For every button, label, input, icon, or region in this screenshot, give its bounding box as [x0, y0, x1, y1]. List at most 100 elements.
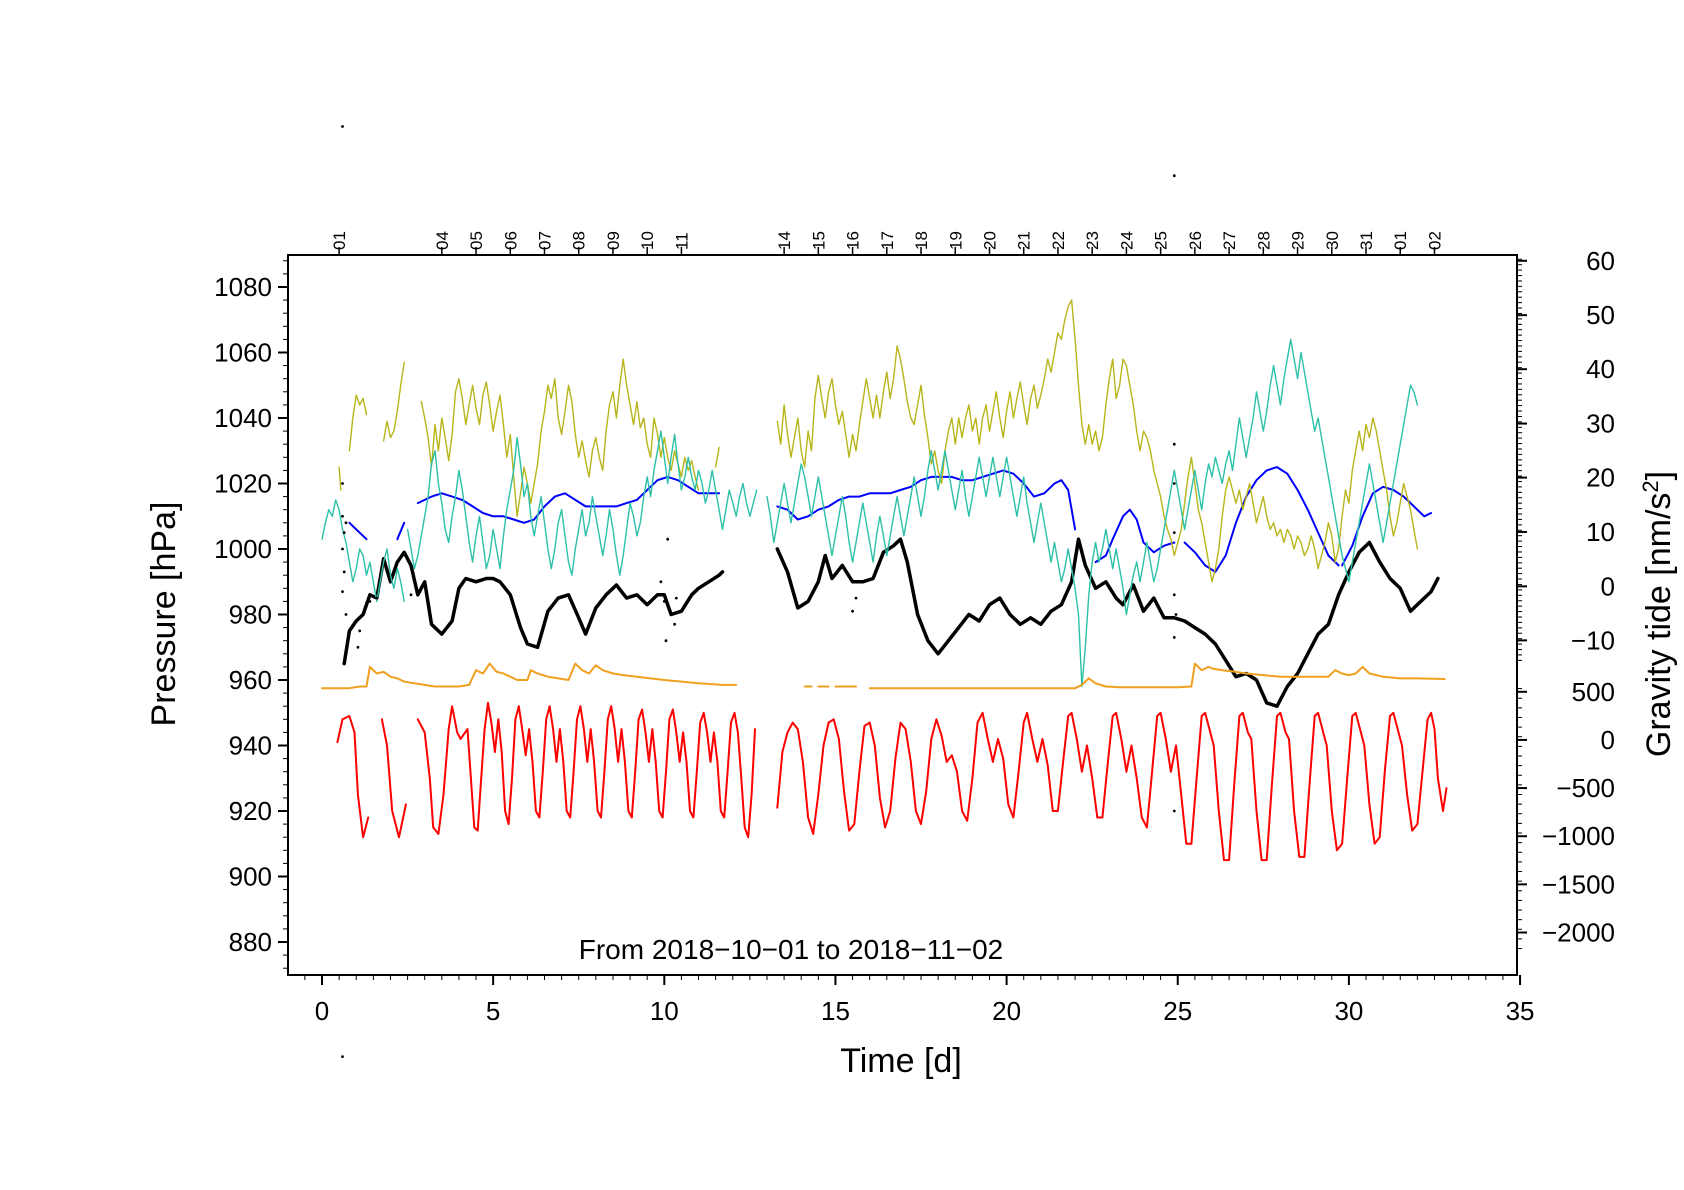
scatter-point-2	[341, 514, 344, 518]
y-right-tick-label-8: −10	[1571, 625, 1615, 655]
x-tick-label-25: 25	[1163, 996, 1192, 1026]
scatter-point-20	[851, 609, 854, 613]
scatter-point-10	[358, 629, 362, 633]
y-right-tick-label-4: 30	[1586, 409, 1615, 439]
series-pressure-segment-1	[342, 550, 725, 666]
series-orange-segment-5	[868, 662, 1446, 690]
chart-caption: From 2018−10−01 to 2018−11−02	[579, 934, 1004, 965]
day-label-19: 23	[1083, 231, 1102, 250]
scatter-point-9	[356, 645, 360, 649]
y-left-tick-label-940: 940	[229, 731, 272, 761]
day-label-28: 01	[1391, 231, 1410, 250]
x-tick-label-30: 30	[1334, 996, 1363, 1026]
y-right-tick-label-2: 50	[1586, 300, 1615, 330]
day-label-15: 19	[946, 231, 965, 250]
x-tick-label-20: 20	[992, 996, 1021, 1026]
y-left-tick-label-900: 900	[229, 862, 272, 892]
y-left-tick-label-1020: 1020	[214, 469, 272, 499]
y-right-tick-label-10: 0	[1601, 725, 1615, 755]
y-axis-right-label-main: Gravity tide [nm/s	[1640, 493, 1678, 758]
series-blue-segment-2	[396, 521, 406, 541]
day-label-14: 18	[912, 231, 931, 250]
scatter-point-28	[1172, 809, 1176, 813]
day-label-1: 01	[330, 231, 349, 250]
y-axis-left: 880 900 920 940 960 980 1000 1020 1040 1060 1080	[214, 260, 288, 969]
scatter-point-15	[662, 600, 666, 603]
series-olive-segment-1	[338, 466, 342, 491]
scatter-point-23	[1172, 482, 1176, 485]
y-axis-right-label-end: ]	[1640, 471, 1678, 480]
scatter-point-4	[341, 547, 344, 551]
day-label-4: 06	[501, 231, 520, 250]
scatter-point-30	[1172, 174, 1176, 178]
series-red-segment-4	[776, 711, 1448, 862]
y-axis-right-label: Gravity tide [nm/s2]	[1638, 471, 1678, 757]
y-right-tick-label-12: −1000	[1542, 821, 1615, 851]
x-axis-label: Time [d]	[840, 1042, 962, 1080]
y-axis-right-label-sup: 2	[1638, 480, 1663, 492]
day-label-8: 10	[638, 231, 657, 250]
series-olive-segment-5	[714, 446, 720, 468]
day-label-6: 08	[570, 231, 589, 250]
scatter-point-1	[341, 482, 344, 485]
scatter-point-25	[1172, 593, 1176, 597]
scatter-point-17	[666, 537, 670, 541]
series-teal-segment-1	[321, 499, 405, 603]
x-tick-label-5: 5	[486, 996, 500, 1026]
day-label-29: 02	[1426, 231, 1445, 250]
y-left-tick-label-880: 880	[229, 927, 272, 957]
scatter-point-27	[1174, 613, 1178, 616]
series-red-segment-3	[416, 701, 756, 839]
y-right-tick-label-5: 20	[1586, 463, 1615, 493]
scatter-points	[341, 125, 1178, 1058]
series-olive-segment-6	[776, 299, 1419, 583]
series-layer	[321, 299, 1448, 862]
series-blue-segment-3	[416, 475, 721, 524]
y-right-tick-label-7: 0	[1601, 571, 1615, 601]
scatter-point-12	[375, 596, 379, 600]
series-olive-segment-2	[348, 394, 368, 452]
y-left-tick-label-1060: 1060	[214, 338, 272, 368]
y-right-tick-label-6: 10	[1586, 517, 1615, 547]
y-left-tick-label-1000: 1000	[214, 534, 272, 564]
series-orange-segment-1	[321, 662, 738, 690]
day-label-25: 29	[1289, 231, 1308, 250]
day-label-5: 07	[536, 231, 555, 250]
scatter-point-8	[344, 613, 348, 616]
scatter-point-31	[341, 1055, 344, 1058]
day-label-13: 17	[878, 231, 897, 250]
day-label-23: 27	[1220, 231, 1239, 250]
scatter-point-7	[344, 521, 348, 525]
scatter-point-5	[342, 570, 346, 574]
day-label-21: 25	[1152, 231, 1171, 250]
y-left-tick-label-1040: 1040	[214, 403, 272, 433]
series-olive-segment-3	[382, 361, 405, 442]
day-label-9: 11	[672, 232, 691, 250]
day-label-3: 05	[467, 231, 486, 250]
y-right-tick-label-13: −1500	[1542, 869, 1615, 899]
y-left-tick-label-1080: 1080	[214, 272, 272, 302]
x-axis: 0 5 10 15 20 25 30 35	[304, 975, 1535, 1026]
y-right-tick-label-3: 40	[1586, 354, 1615, 384]
series-pressure-segment-2	[775, 537, 1440, 708]
scatter-point-18	[673, 622, 676, 626]
y-right-tick-label-14: −2000	[1542, 918, 1615, 948]
day-label-2: 04	[433, 231, 452, 250]
y-axis-left-label: Pressure [hPa]	[145, 502, 183, 727]
scatter-point-26	[1172, 636, 1176, 639]
y-left-tick-label-920: 920	[229, 796, 272, 826]
day-label-11: 15	[809, 231, 828, 250]
series-blue-segment-4	[776, 469, 1077, 531]
day-label-18: 22	[1049, 231, 1068, 250]
scatter-point-16	[664, 639, 668, 643]
day-label-22: 26	[1186, 231, 1205, 250]
scatter-point-21	[854, 596, 858, 600]
day-label-7: 09	[604, 231, 623, 250]
x-tick-label-35: 35	[1506, 996, 1535, 1026]
day-label-12: 16	[844, 231, 863, 250]
x-tick-label-0: 0	[315, 996, 329, 1026]
scatter-point-22	[1172, 442, 1176, 446]
y-left-tick-label-960: 960	[229, 665, 272, 695]
y-left-tick-label-980: 980	[229, 600, 272, 630]
